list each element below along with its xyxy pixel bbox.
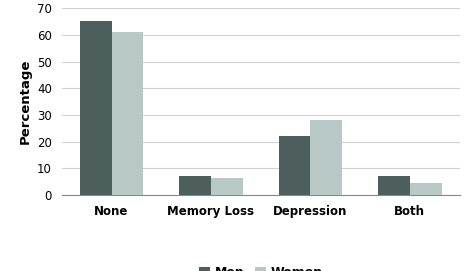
Bar: [211, 178, 243, 195]
Bar: [111, 32, 143, 195]
Bar: [179, 176, 211, 195]
Bar: [378, 176, 410, 195]
Legend: Men, Women: Men, Women: [193, 261, 328, 271]
Bar: [80, 21, 111, 195]
Bar: [310, 120, 342, 195]
Bar: [279, 136, 310, 195]
Y-axis label: Percentage: Percentage: [18, 59, 31, 144]
Bar: [410, 183, 442, 195]
